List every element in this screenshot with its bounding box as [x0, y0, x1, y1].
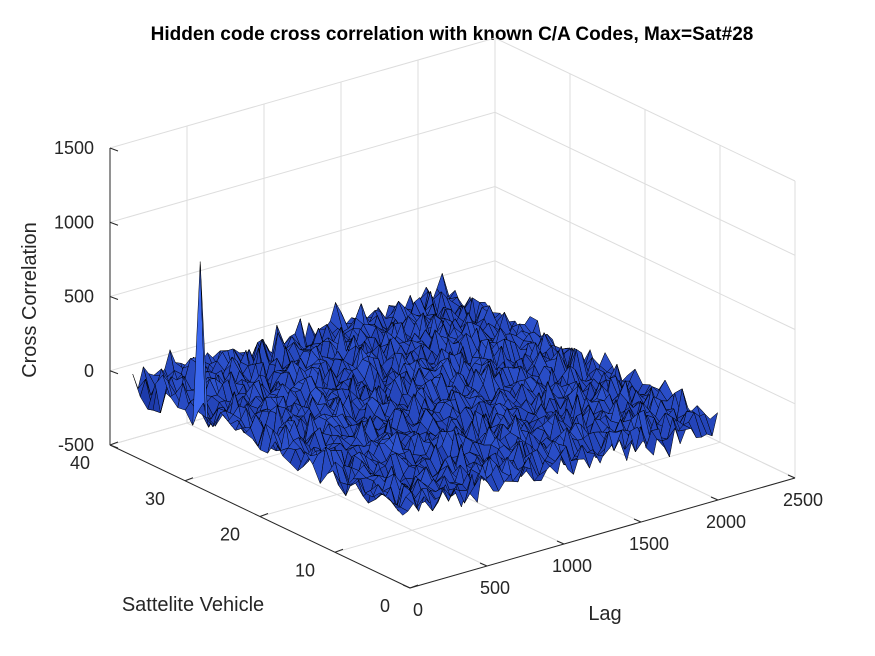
x-tick-mark [633, 518, 642, 523]
y-axis-label: Sattelite Vehicle [122, 594, 264, 616]
y-tick-mark [409, 584, 419, 589]
x-tick-mark [479, 562, 488, 567]
x-tick-label: 2500 [783, 490, 823, 510]
z-gridline [109, 185, 796, 330]
z-tick-label: 0 [84, 361, 94, 381]
z-tick-mark [109, 147, 119, 152]
z-tick-mark [109, 221, 119, 226]
chart-title: Hidden code cross correlation with known… [151, 24, 754, 45]
y-tick-label: 40 [70, 453, 90, 473]
x-tick-label: 2000 [706, 512, 746, 532]
x-tick-mark [556, 540, 565, 545]
x-tick-label: 1500 [629, 534, 669, 554]
x-tick-mark [402, 584, 411, 589]
z-gridline [109, 111, 796, 256]
y-tick-label: 30 [145, 489, 165, 509]
y-tick-mark [184, 477, 194, 482]
x-axis-line [409, 477, 796, 589]
x-tick-mark [787, 474, 796, 479]
z-tick-label: -500 [58, 435, 94, 455]
z-axis-label: Cross Correlation [19, 222, 41, 378]
z-gridline [109, 260, 796, 405]
x-tick-label: 500 [480, 578, 510, 598]
x-tick-mark [710, 496, 719, 501]
z-tick-label: 1000 [54, 212, 94, 232]
z-gridline [109, 37, 796, 182]
plot-axes [109, 147, 796, 589]
y-tick-label: 20 [220, 525, 240, 545]
y-tick-mark [259, 513, 269, 517]
z-tick-mark [109, 444, 119, 449]
z-tick-label: 1500 [54, 138, 94, 158]
y-tick-label: 10 [295, 560, 315, 580]
surface-facet [704, 412, 719, 437]
z-tick-mark [109, 296, 119, 300]
y-tick-label: 0 [380, 596, 390, 616]
y-tick-mark [109, 441, 119, 446]
correlation-surface [132, 261, 719, 516]
x-axis-label: Lag [588, 603, 621, 625]
y-tick-mark [334, 548, 344, 553]
x-tick-label: 0 [413, 600, 423, 620]
tick-labels: 0 500 1000 1500 2000 2500 0 10 20 30 40-500 0 500 100… [54, 138, 823, 620]
z-tick-mark [109, 370, 119, 375]
x-tick-label: 1000 [552, 556, 592, 576]
z-tick-label: 500 [64, 287, 94, 307]
